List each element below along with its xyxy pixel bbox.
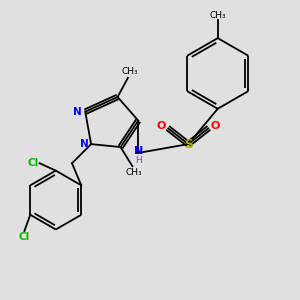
- Text: N: N: [80, 139, 89, 149]
- Text: O: O: [211, 121, 220, 130]
- Text: CH₃: CH₃: [125, 168, 142, 177]
- Text: N: N: [74, 107, 82, 117]
- Text: O: O: [157, 121, 166, 130]
- Text: N: N: [134, 146, 143, 156]
- Text: CH₃: CH₃: [121, 68, 138, 76]
- Text: H: H: [135, 156, 142, 165]
- Text: CH₃: CH₃: [209, 11, 226, 20]
- Text: S: S: [184, 138, 193, 151]
- Text: Cl: Cl: [28, 158, 39, 168]
- Text: Cl: Cl: [19, 232, 30, 242]
